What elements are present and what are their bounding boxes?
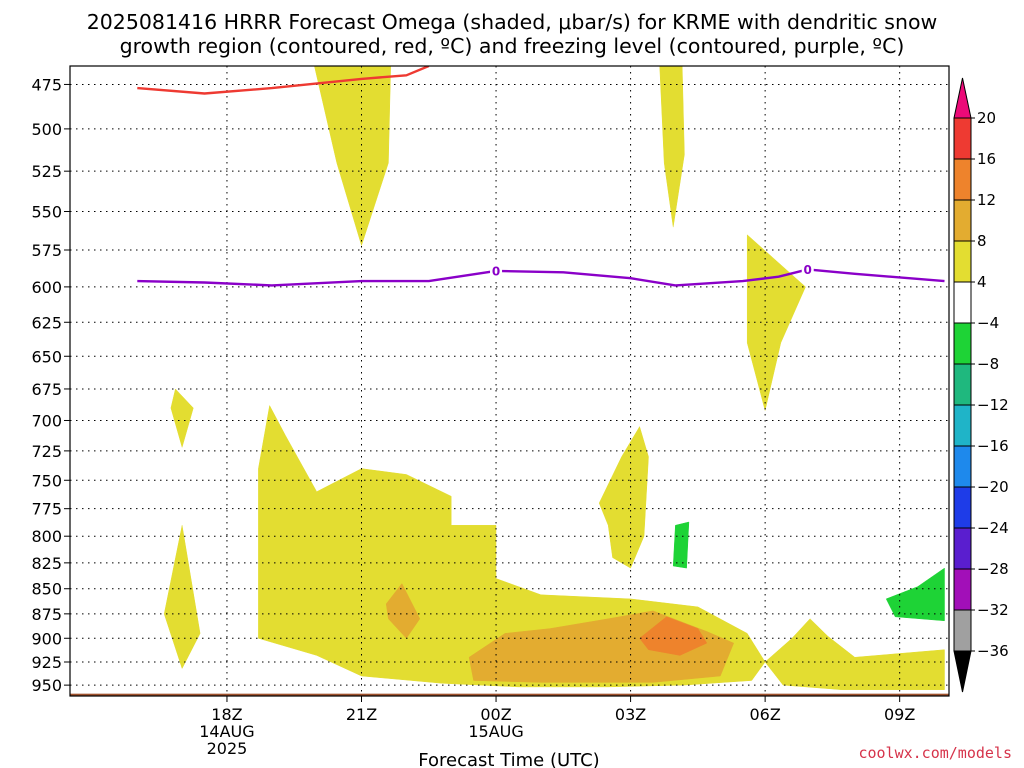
omega-region-4 xyxy=(163,525,201,669)
y-tick-label: 900 xyxy=(31,629,62,648)
colorbar-swatch-3 xyxy=(953,240,972,283)
x-tick-date: 15AUG xyxy=(468,722,523,741)
contour-label-bg-1 xyxy=(801,262,814,277)
colorbar-label: −24 xyxy=(977,519,1009,537)
omega-region-7 xyxy=(764,618,945,690)
colorbar-label: 12 xyxy=(977,191,996,209)
colorbar-label: −32 xyxy=(977,601,1009,619)
ground-surface xyxy=(70,693,949,696)
contour-line-0 xyxy=(137,66,430,95)
y-tick-label: 725 xyxy=(31,442,62,461)
x-tick-year: 2025 xyxy=(207,739,248,758)
colorbar-label: 16 xyxy=(977,150,996,168)
x-tick-label: 21Z xyxy=(346,705,377,724)
colorbar: 20 16 12 8 4 −4 −8 −12 −16 −20 −24 −28 −32 −36 xyxy=(953,77,1009,693)
omega-region-1 xyxy=(659,66,685,228)
colorbar-label: −12 xyxy=(977,396,1009,414)
freezing-level-label: 0 xyxy=(804,263,812,277)
y-tick-label: 925 xyxy=(31,653,62,672)
omega-region-12 xyxy=(885,567,945,622)
x-tick-label: 09Z xyxy=(884,705,915,724)
colorbar-label: 4 xyxy=(977,273,987,291)
freezing-level-label: 0 xyxy=(492,264,500,278)
colorbar-swatch-4 xyxy=(953,281,972,324)
colorbar-swatch-11 xyxy=(953,568,972,611)
colorbar-label: −8 xyxy=(977,355,999,373)
y-tick-label: 650 xyxy=(31,347,62,366)
colorbar-label: −28 xyxy=(977,560,1009,578)
x-tick-label: 18Z xyxy=(211,705,242,724)
y-tick-label: 550 xyxy=(31,202,62,221)
y-tick-label: 800 xyxy=(31,527,62,546)
y-tick-label: 675 xyxy=(31,380,62,399)
omega-region-6 xyxy=(598,426,649,569)
omega-region-8 xyxy=(385,583,421,639)
y-tick-label: 875 xyxy=(31,605,62,624)
x-tick-label: 00Z xyxy=(480,705,511,724)
y-tick-label: 500 xyxy=(31,120,62,139)
y-tick-label: 525 xyxy=(31,162,62,181)
omega-region-11 xyxy=(672,521,690,569)
chart-title-line2: growth region (contoured, red, ºC) and f… xyxy=(120,34,905,58)
colorbar-bottom-arrow xyxy=(953,650,972,693)
grid xyxy=(70,66,949,696)
y-tick-label: 825 xyxy=(31,554,62,573)
colorbar-label: 8 xyxy=(977,232,987,250)
x-tick-label: 06Z xyxy=(749,705,780,724)
y-tick-label: 950 xyxy=(31,676,62,695)
colorbar-swatch-10 xyxy=(953,527,972,570)
ground-fill xyxy=(70,693,949,696)
colorbar-label: −36 xyxy=(977,642,1009,660)
contour-label-bg-0 xyxy=(490,263,503,278)
colorbar-label: −20 xyxy=(977,478,1009,496)
colorbar-label: −16 xyxy=(977,437,1009,455)
x-tick-label: 03Z xyxy=(615,705,646,724)
x-tick-date: 14AUG xyxy=(199,722,254,741)
y-tick-label: 625 xyxy=(31,313,62,332)
colorbar-swatch-7 xyxy=(953,404,972,447)
colorbar-label: −4 xyxy=(977,314,999,332)
colorbar-swatch-9 xyxy=(953,486,972,529)
y-tick-label: 600 xyxy=(31,278,62,297)
credit-text: coolwx.com/models xyxy=(858,744,1012,762)
colorbar-top-arrow xyxy=(953,77,972,119)
plot-frame xyxy=(69,65,950,697)
omega-region-0 xyxy=(314,66,391,246)
colorbar-swatch-2 xyxy=(953,199,972,242)
omega-region-10 xyxy=(639,616,708,656)
x-axis-title: Forecast Time (UTC) xyxy=(418,750,599,768)
y-tick-label: 750 xyxy=(31,471,62,490)
colorbar-swatch-8 xyxy=(953,445,972,488)
y-axis: 475 500 525 550 575 600 625 650 675 700 725 750 775 8… xyxy=(31,75,70,695)
colorbar-swatch-6 xyxy=(953,363,972,406)
y-tick-label: 775 xyxy=(31,500,62,519)
y-tick-label: 575 xyxy=(31,241,62,260)
colorbar-swatch-5 xyxy=(953,322,972,365)
colorbar-label: 20 xyxy=(977,109,996,127)
y-tick-label: 475 xyxy=(31,75,62,94)
omega-region-3 xyxy=(170,388,194,448)
colorbar-swatch-1 xyxy=(953,158,972,201)
chart-title-line1: 2025081416 HRRR Forecast Omega (shaded, … xyxy=(87,10,938,34)
omega-shading xyxy=(163,66,945,690)
y-tick-label: 700 xyxy=(31,411,62,430)
colorbar-swatch-12 xyxy=(953,609,972,652)
colorbar-swatch-0 xyxy=(953,117,972,160)
y-tick-label: 850 xyxy=(31,580,62,599)
